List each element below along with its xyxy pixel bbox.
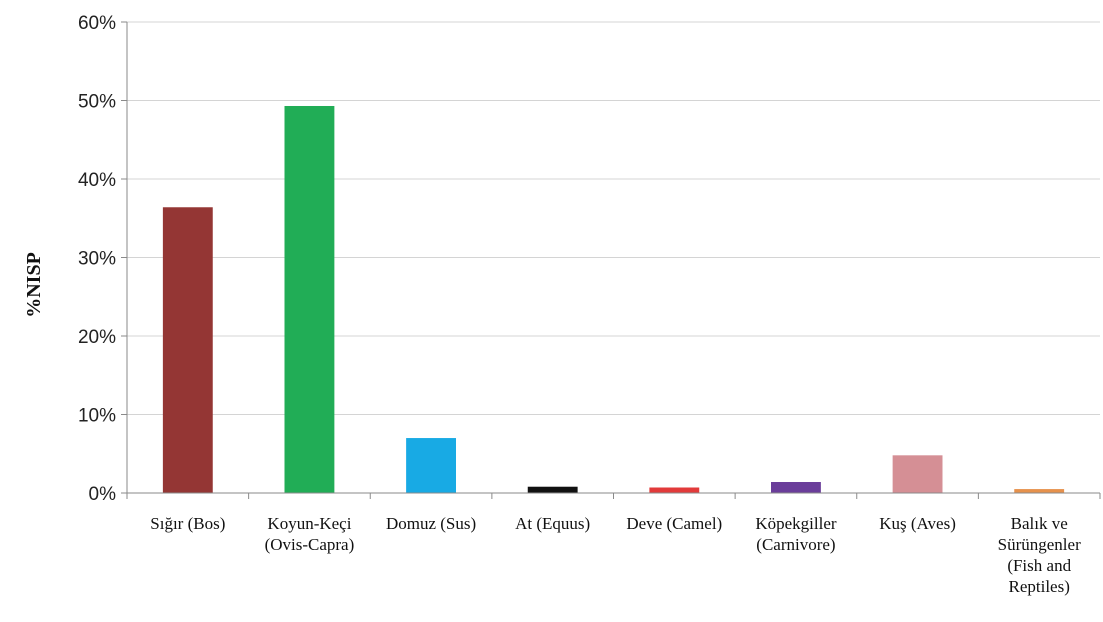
x-tick-label: At (Equus) (515, 514, 590, 533)
y-tick-label: 0% (89, 484, 117, 505)
x-tick-label-line: Reptiles) (1008, 577, 1069, 596)
bar (892, 455, 943, 493)
grid-lines (127, 21, 1100, 415)
bars (162, 105, 1065, 494)
bar (162, 207, 213, 493)
y-axis-label: %NISP (23, 252, 45, 318)
x-tick-label-line: (Ovis-Capra) (265, 535, 355, 554)
y-tick-label: 30% (78, 249, 116, 270)
x-tick-label-line: Deve (Camel) (626, 514, 722, 533)
y-tick-label: 10% (78, 406, 116, 427)
bar (771, 482, 821, 493)
bar (406, 438, 456, 493)
x-tick-label: Köpekgiller (Carnivore) (755, 514, 837, 554)
x-tick-label-line: Balık ve (1011, 514, 1068, 533)
x-tick-label-line: Sığır (Bos) (150, 514, 225, 533)
x-tick-label-line: Koyun-Keçi (267, 514, 351, 533)
x-tick-label-line: Kuş (Aves) (879, 514, 956, 533)
x-tick-label: Kuş (Aves) (879, 514, 956, 533)
x-tick-label: Koyun-Keçi (Ovis-Capra) (265, 514, 355, 554)
x-tick-label: Domuz (Sus) (386, 514, 476, 533)
x-tick-label-line: Domuz (Sus) (386, 514, 476, 533)
x-tick-label-line: At (Equus) (515, 514, 590, 533)
bar (527, 486, 578, 493)
x-tick-label-line: (Carnivore) (756, 535, 835, 554)
x-tick-label: Deve (Camel) (626, 514, 722, 533)
y-tick-label: 50% (78, 92, 116, 113)
x-tick-label: Balık ve Sürüngenler (Fish and Reptiles) (998, 514, 1081, 596)
x-tick-label-line: Sürüngenler (998, 535, 1081, 554)
x-tick-label: Sığır (Bos) (150, 514, 225, 533)
y-tick-labels: 0% 10% 20% 30% 40% 50% 60% (78, 13, 116, 505)
y-tick-label: 20% (78, 327, 116, 348)
bar (1014, 489, 1065, 493)
x-tick-labels: Sığır (Bos) Koyun-Keçi (Ovis-Capra) Domuz (… (150, 514, 1081, 596)
bar (284, 105, 335, 494)
x-tick-label-line: (Fish and (1007, 556, 1071, 575)
axes (121, 21, 1101, 499)
x-tick-label-line: Köpekgiller (755, 514, 837, 533)
y-tick-label: 40% (78, 170, 116, 191)
y-tick-label: 60% (78, 13, 116, 34)
bar (649, 487, 700, 493)
